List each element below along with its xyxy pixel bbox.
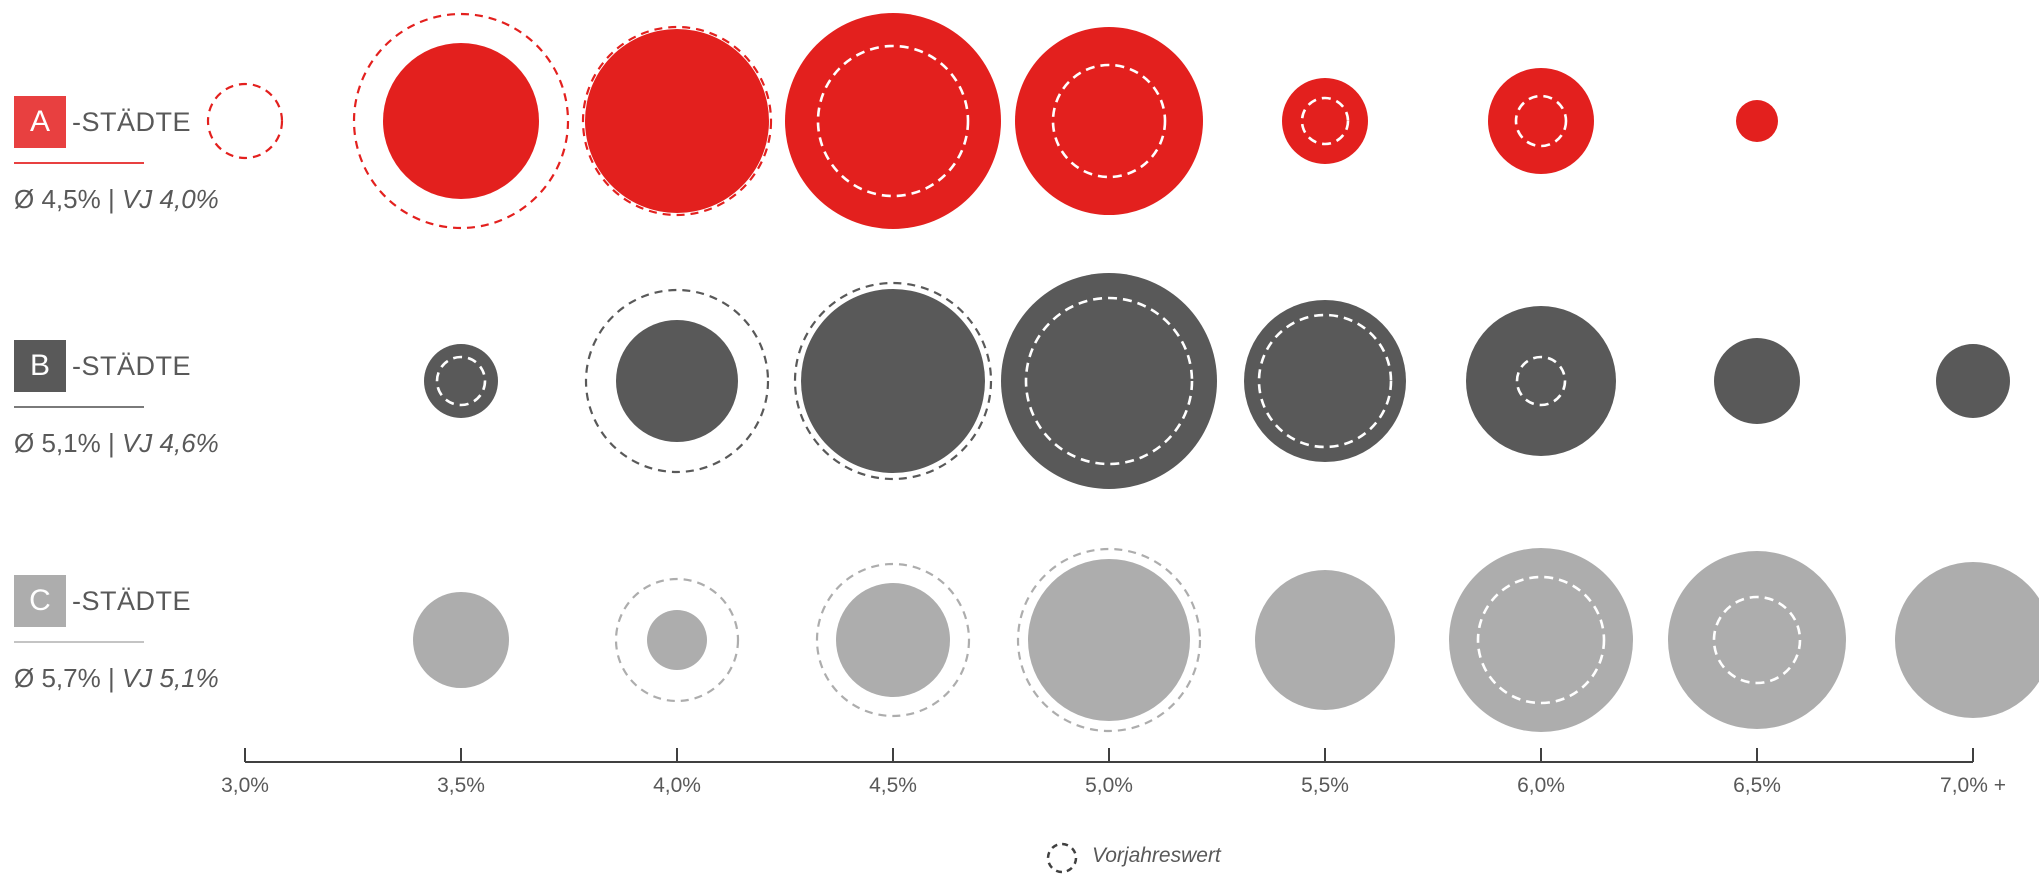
x-axis-tick-label: 5,0% bbox=[1085, 774, 1133, 797]
category-c-suffix: -STÄDTE bbox=[72, 586, 192, 616]
bubble-b-current bbox=[1936, 344, 2010, 418]
bubble-b-previous-year bbox=[435, 355, 487, 407]
bubble-b-previous-year bbox=[1515, 355, 1567, 407]
category-c-badge: C bbox=[14, 575, 66, 627]
x-axis-tick-label: 7,0% + bbox=[1940, 774, 2006, 797]
bubble-a-previous-year bbox=[352, 12, 570, 230]
bubble-b-current bbox=[801, 289, 985, 473]
bubble-b-current bbox=[1001, 273, 1217, 489]
bubble-a-current bbox=[1736, 100, 1778, 142]
category-b-average: Ø 5,1% bbox=[14, 428, 101, 458]
bubble-c-current bbox=[1895, 562, 2039, 718]
bubble-a-previous-year bbox=[1051, 63, 1167, 179]
bubble-c-previous-year bbox=[614, 577, 740, 703]
category-c-previous-year: VJ 5,1% bbox=[121, 663, 219, 693]
bubble-c-previous-year bbox=[1255, 570, 1395, 710]
category-b-underline bbox=[14, 406, 144, 408]
bubble-b-previous-year bbox=[1024, 296, 1194, 466]
bubble-a-current bbox=[383, 43, 539, 199]
bubble-c-current bbox=[1028, 559, 1190, 721]
category-c-stats: Ø 5,7% | VJ 5,1% bbox=[14, 663, 219, 694]
category-b-suffix: -STÄDTE bbox=[72, 351, 192, 381]
bubble-b-previous-year bbox=[793, 281, 993, 481]
bubble-b-previous-year bbox=[584, 288, 770, 474]
bubble-c-current bbox=[1449, 548, 1633, 732]
x-axis-tick-label: 6,5% bbox=[1733, 774, 1781, 797]
category-a-underline bbox=[14, 162, 144, 164]
bubble-a-current bbox=[1015, 27, 1203, 215]
bubble-b-current bbox=[424, 344, 498, 418]
previous-year-legend-icon bbox=[1046, 842, 1078, 874]
category-b-separator: | bbox=[107, 428, 115, 458]
bubble-b-current bbox=[1466, 306, 1616, 456]
category-a-suffix: -STÄDTE bbox=[72, 107, 192, 137]
category-a-average: Ø 4,5% bbox=[14, 184, 101, 214]
bubble-a-previous-year bbox=[1514, 94, 1568, 148]
bubble-c-current bbox=[1668, 551, 1846, 729]
bubble-b-current bbox=[616, 320, 738, 442]
bubble-a-current bbox=[785, 13, 1001, 229]
bubble-b-current bbox=[1714, 338, 1800, 424]
x-axis-tick-label: 3,0% bbox=[221, 774, 269, 797]
category-b-stats: Ø 5,1% | VJ 4,6% bbox=[14, 428, 219, 459]
category-c-average: Ø 5,7% bbox=[14, 663, 101, 693]
bubble-c-current bbox=[836, 583, 950, 697]
category-a-stats: Ø 4,5% | VJ 4,0% bbox=[14, 184, 219, 215]
category-a-separator: | bbox=[107, 184, 115, 214]
bubble-b-previous-year bbox=[1257, 313, 1393, 449]
x-axis-tick-label: 3,5% bbox=[437, 774, 485, 797]
bubble-c-previous-year bbox=[1712, 595, 1802, 685]
x-axis-tick-label: 5,5% bbox=[1301, 774, 1349, 797]
x-axis-tick-label: 4,0% bbox=[653, 774, 701, 797]
bubble-b-current bbox=[1244, 300, 1406, 462]
bubble-a-previous-year bbox=[206, 82, 284, 160]
bubble-a-current bbox=[1488, 68, 1594, 174]
legend-label: Vorjahreswert bbox=[1092, 844, 1221, 867]
bubble-a-previous-year bbox=[1300, 96, 1350, 146]
bubble-a-previous-year bbox=[816, 44, 970, 198]
bubble-c-current bbox=[413, 592, 509, 688]
bubble-a-current bbox=[1282, 78, 1368, 164]
category-a-badge: A bbox=[14, 96, 66, 148]
category-b-previous-year: VJ 4,6% bbox=[121, 428, 219, 458]
category-c-underline bbox=[14, 641, 144, 643]
bubble-c-current bbox=[647, 610, 707, 670]
category-c-separator: | bbox=[107, 663, 115, 693]
x-axis-tick-label: 6,0% bbox=[1517, 774, 1565, 797]
bubble-c-previous-year bbox=[1016, 547, 1202, 733]
bubble-c-previous-year bbox=[815, 562, 971, 718]
bubble-c-previous-year bbox=[1476, 575, 1606, 705]
bubble-c-current bbox=[1255, 570, 1395, 710]
x-axis-tick-label: 4,5% bbox=[869, 774, 917, 797]
bubble-a-previous-year bbox=[581, 25, 773, 217]
category-a-previous-year: VJ 4,0% bbox=[121, 184, 219, 214]
category-b-badge: B bbox=[14, 340, 66, 392]
bubble-a-current bbox=[585, 29, 769, 213]
